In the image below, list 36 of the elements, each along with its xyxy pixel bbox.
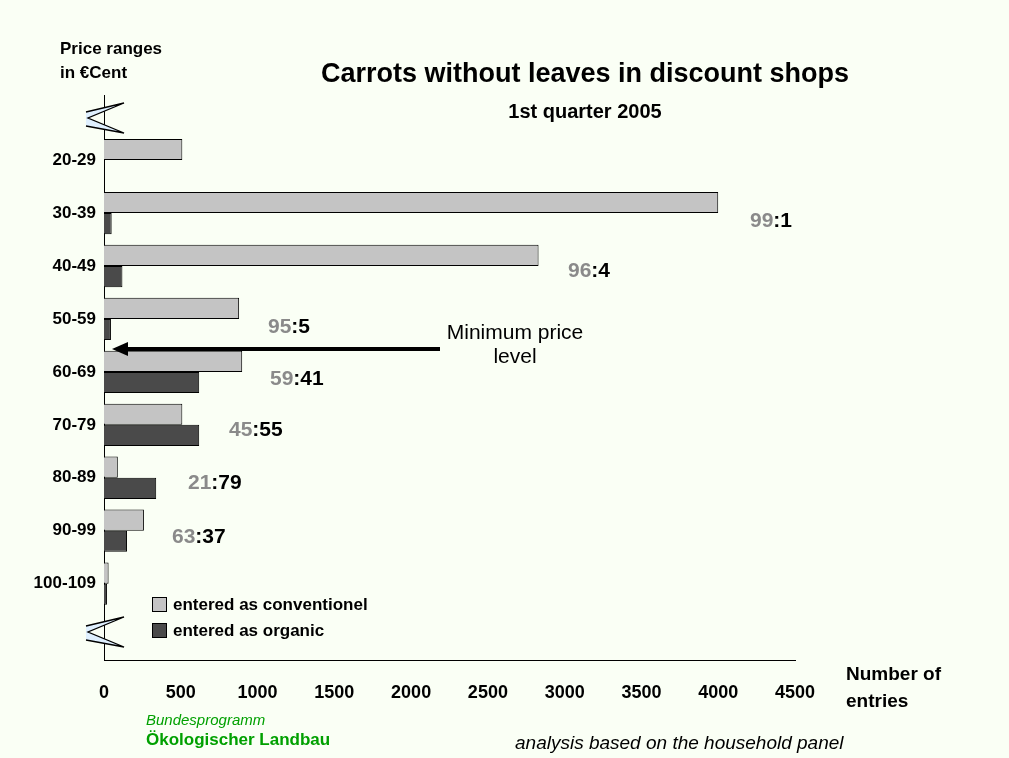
y-tick-label: 100-109 [33, 573, 96, 593]
x-tick-label: 2500 [467, 682, 508, 703]
text: analysis based on the household panel [515, 732, 844, 754]
y-tick-label: 40-49 [52, 255, 96, 275]
y-tick-label: 20-29 [52, 149, 96, 169]
legend-label: entered as conventionel [173, 595, 368, 614]
y-tick-label: 80-89 [52, 467, 96, 487]
chart-subtitle: 1st quarter 2005 [507, 100, 663, 123]
annotation: 59:41 [270, 366, 324, 389]
annotation: Minimum price level [445, 320, 585, 368]
x-tick-label: 1000 [237, 682, 278, 703]
chart-title: Carrots without leaves in discount shops [319, 58, 851, 89]
x-tick-label: 4000 [698, 682, 739, 703]
x-tick-label: 3500 [621, 682, 662, 703]
y-tick-label: 70-79 [52, 414, 96, 434]
x-tick-label: 500 [165, 682, 196, 703]
x-axis-title: Number of entries [846, 662, 942, 713]
y-tick-label: 30-39 [52, 202, 96, 222]
annotation: 21:79 [188, 470, 242, 493]
annotation: 63:37 [172, 524, 226, 547]
annotation: 96:4 [568, 258, 611, 281]
x-tick-label: 4500 [774, 682, 816, 703]
annotation: 99:1 [750, 208, 793, 231]
y-tick-label: 90-99 [52, 520, 96, 540]
x-tick-label: 1500 [314, 682, 355, 703]
annotation: 95:5 [268, 314, 311, 337]
text: Bundesprogramm [146, 711, 266, 728]
x-tick-label: 2000 [391, 682, 432, 703]
y-tick-label: 60-69 [52, 361, 96, 381]
annotation: 45:55 [229, 417, 283, 440]
legend-label: entered as organic [173, 621, 325, 640]
x-tick-label: 3000 [544, 682, 585, 703]
x-tick-label: 0 [98, 682, 110, 703]
y-axis-title: Price ranges in €Cent [60, 38, 164, 84]
y-tick-label: 50-59 [52, 308, 96, 328]
text: Ökologischer Landbau [146, 730, 331, 750]
